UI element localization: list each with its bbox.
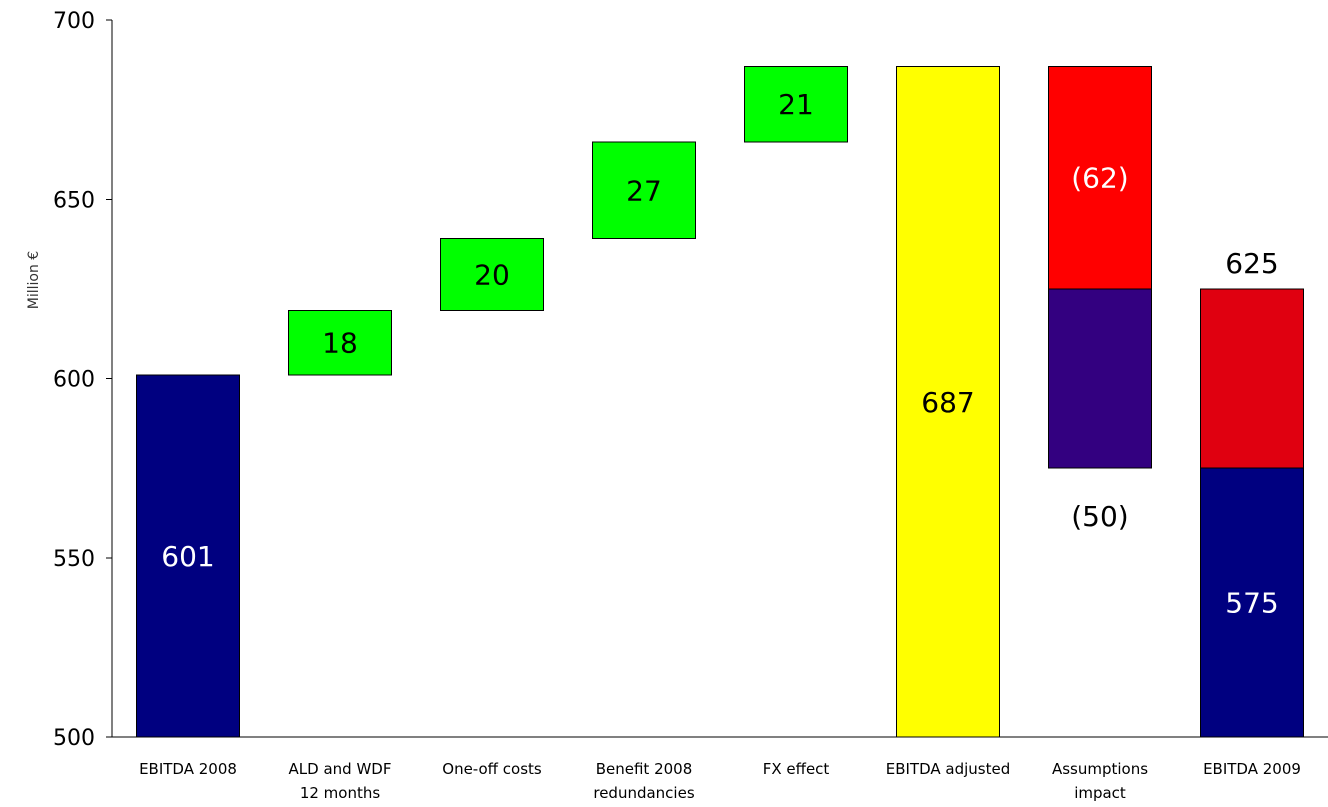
x-tick-label-one-off-costs: One-off costs xyxy=(442,760,542,778)
y-tick-label: 600 xyxy=(53,368,95,393)
y-axis-title: Million € xyxy=(26,251,42,309)
y-tick-label: 500 xyxy=(53,726,95,751)
bar-segment-ebitda-adjusted xyxy=(896,66,1000,738)
bar-segment-ebitda-2009 xyxy=(1200,467,1304,738)
x-tick-label-ebitda-adjusted: EBITDA adjusted xyxy=(886,760,1011,778)
data-label: 601 xyxy=(161,540,214,573)
bar-segment-ald-and-wdf-12-months xyxy=(288,309,392,376)
y-axis: 500 550 600 650 700 xyxy=(53,9,113,751)
x-tick-label-ebitda-2009: EBITDA 2009 xyxy=(1203,760,1301,778)
data-labels: 601 18 20 27 21 687 (62) (50) 575 625 xyxy=(161,88,1278,619)
x-tick-label-fx-effect: FX effect xyxy=(763,760,830,778)
x-axis: EBITDA 2008 ALD and WDF 12 months One-off c… xyxy=(112,736,1328,802)
bar-segment-benefit-2008-redundancies xyxy=(592,141,696,240)
data-label: (62) xyxy=(1071,162,1128,195)
data-label: 21 xyxy=(778,88,814,121)
x-tick-label-assumptions-impact: Assumptions impact xyxy=(1052,760,1148,802)
y-tick-label: 550 xyxy=(53,547,95,572)
data-label: 625 xyxy=(1225,247,1278,280)
data-label: 20 xyxy=(474,259,510,292)
x-tick-label-ald-and-wdf-12-months: ALD and WDF 12 months xyxy=(289,760,392,802)
bar-segment-assumptions-impact xyxy=(1048,288,1152,469)
data-label: 18 xyxy=(322,327,358,360)
data-label: (50) xyxy=(1071,500,1128,533)
x-tick-label-ebitda-2008: EBITDA 2008 xyxy=(139,760,237,778)
bar-segment-assumptions-impact xyxy=(1048,66,1152,290)
bar-segment-fx-effect xyxy=(744,66,848,143)
y-tick-label: 700 xyxy=(53,9,95,34)
data-label: 687 xyxy=(921,386,974,419)
bar-segment-ebitda-2008 xyxy=(136,374,240,738)
bars xyxy=(136,66,1304,738)
bar-segment-one-off-costs xyxy=(440,238,544,311)
data-label: 575 xyxy=(1225,587,1278,620)
y-tick-label: 650 xyxy=(53,188,95,213)
x-tick-label-benefit-2008-redundancies: Benefit 2008 redundancies xyxy=(593,760,694,802)
bar-segment-ebitda-2009 xyxy=(1200,288,1304,469)
data-label: 27 xyxy=(626,174,662,207)
